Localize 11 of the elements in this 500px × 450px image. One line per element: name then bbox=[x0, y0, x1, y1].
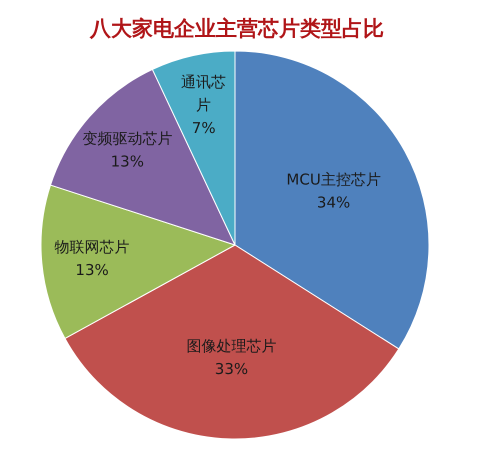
data-label: 33% bbox=[214, 360, 248, 378]
slice-label: 通讯芯片 bbox=[181, 72, 226, 114]
data-label: 7% bbox=[192, 118, 216, 137]
data-label: 13% bbox=[75, 261, 109, 280]
slice-label: 图像处理芯片 bbox=[186, 336, 276, 355]
chart-title: 八大家电企业主营芯片类型占比 bbox=[89, 16, 384, 40]
data-label: 13% bbox=[110, 152, 144, 171]
slice-label: 物联网芯片 bbox=[54, 238, 130, 256]
slice-label: MCU主控芯片 bbox=[286, 170, 381, 188]
data-label: 34% bbox=[316, 193, 350, 212]
slice-label: 变频驱动芯片 bbox=[82, 130, 172, 148]
